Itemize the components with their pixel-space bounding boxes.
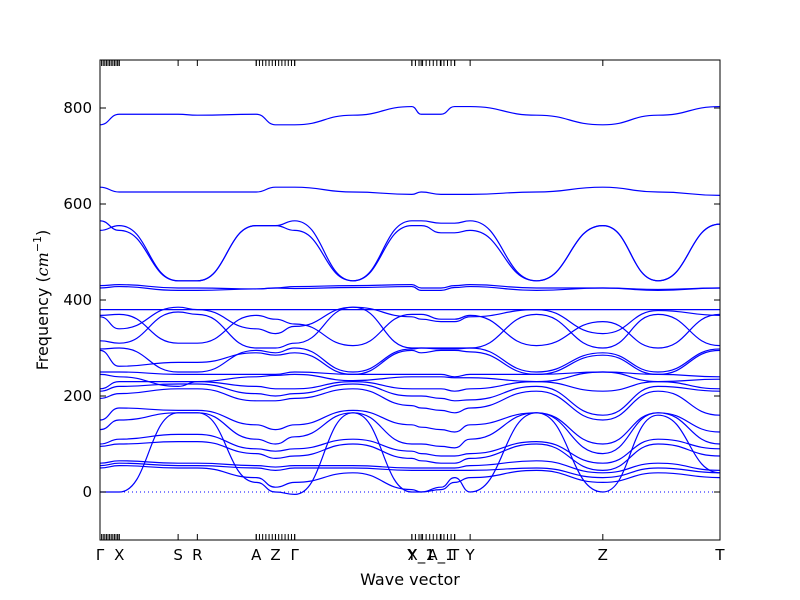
band-line-7 (100, 313, 720, 349)
x-tick-labels: Γ X S R A Z Γ YX_1A_1T Y Z T (96, 546, 726, 565)
y-tick-label-4: 800 (63, 99, 92, 117)
band-line-9 (100, 306, 720, 349)
x-tick-label-1: X (114, 546, 124, 564)
band-line-15 (100, 383, 720, 416)
y-tick-label-1: 200 (63, 387, 92, 405)
x-tick-label-6: Γ (291, 546, 300, 564)
x-tick-label-10: T (449, 546, 460, 564)
y-axis-unit-exponent: −1 (31, 236, 44, 252)
band-line-22 (100, 462, 720, 479)
x-tick-label-11: Y (465, 546, 476, 564)
band-line-14 (100, 380, 720, 392)
y-axis-title: Frequency (cm−1) (31, 230, 52, 371)
band-line-10 (100, 347, 720, 373)
y-axis-title-close: ) (33, 230, 52, 236)
x-tick-label-2: S (173, 546, 183, 564)
y-tick-label-2: 400 (63, 291, 92, 309)
band-line-20 (100, 441, 720, 472)
x-tick-label-4: A (251, 546, 262, 564)
band-line-23 (100, 464, 720, 493)
y-tick-label-3: 600 (63, 195, 92, 213)
band-line-1 (100, 186, 720, 196)
y-axis-title-text: Frequency ( (33, 276, 52, 370)
band-line-0 (100, 105, 720, 126)
x-tick-label-9: A_1 (427, 546, 454, 565)
x-axis-title: Wave vector (360, 570, 460, 589)
x-tick-label-8: X_1 (407, 546, 434, 565)
x-tick-marks (99, 60, 721, 540)
x-tick-label-7: Y (406, 546, 417, 564)
band-line-12 (100, 371, 720, 378)
x-tick-label-0: Γ (96, 546, 105, 564)
band-line-16 (100, 388, 720, 421)
y-tick-marks (100, 107, 720, 493)
x-tick-label-5: Z (270, 546, 280, 564)
band-line-4 (100, 284, 720, 291)
band-line-3 (100, 223, 720, 282)
band-line-13 (100, 371, 720, 388)
y-axis-unit: cm (33, 252, 52, 276)
band-line-24 (100, 412, 720, 496)
x-tick-label-13: T (714, 546, 725, 564)
series-layer (100, 105, 720, 496)
plot-frame (99, 59, 721, 541)
band-line-5 (100, 285, 720, 292)
y-tick-labels: 0 200 400 600 800 (63, 99, 92, 501)
x-tick-label-12: Z (598, 546, 608, 564)
band-line-8 (100, 306, 720, 335)
y-tick-label-0: 0 (82, 483, 92, 501)
band-line-21 (100, 460, 720, 474)
band-line-11 (100, 349, 720, 376)
band-line-17 (100, 407, 720, 445)
x-tick-label-3: R (192, 546, 202, 564)
